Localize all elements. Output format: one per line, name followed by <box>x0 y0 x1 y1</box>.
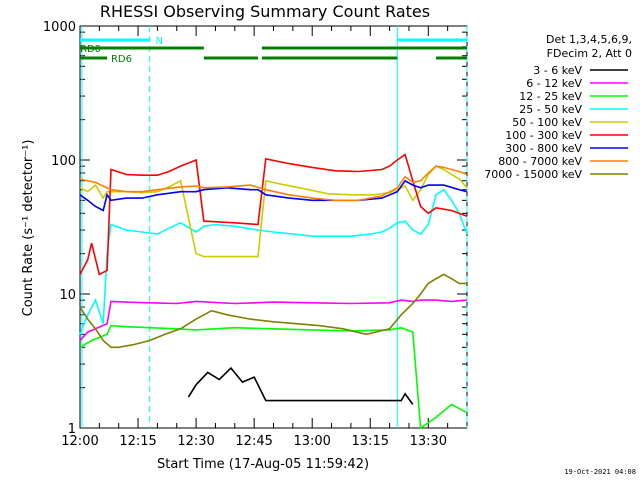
series-line <box>79 188 468 335</box>
legend-label: 3 - 6 keV <box>533 64 582 77</box>
legend-label: 800 - 7000 keV <box>498 155 582 168</box>
generated-timestamp: 19-Oct-2021 04:08 <box>564 468 636 476</box>
y-tick-label: 1000 <box>43 20 76 35</box>
y-axis-label: Count Rate (s⁻¹ detector⁻¹) <box>21 140 36 317</box>
series-line <box>79 165 468 202</box>
series-line <box>79 165 468 258</box>
plot-area: 1 10 100 1000 12:00 12:15 12:30 12:45 13:00 13:15… <box>43 20 468 449</box>
legend-label: 300 - 800 keV <box>505 142 582 155</box>
chart-title: RHESSI Observing Summary Count Rates <box>100 2 430 21</box>
x-axis-label: Start Time (17-Aug-05 11:59:42) <box>157 457 369 472</box>
x-tick-label: 13:30 <box>410 434 447 449</box>
y-tick-label: 10 <box>59 288 76 303</box>
legend-header-line: Det 1,3,4,5,6,9, <box>546 33 632 46</box>
legend: Det 1,3,4,5,6,9,FDecim 2, Att 0 3 - 6 keV… <box>484 33 632 181</box>
series-line <box>79 153 468 276</box>
series-line <box>79 179 468 212</box>
x-tick-label: 12:45 <box>235 434 272 449</box>
series-line <box>79 324 468 430</box>
legend-label: 25 - 50 keV <box>519 103 582 116</box>
series-line <box>79 273 467 349</box>
x-tick-label: 13:00 <box>293 434 330 449</box>
legend-label: 100 - 300 keV <box>505 129 582 142</box>
legend-label: 50 - 100 keV <box>512 116 582 129</box>
x-tick-label: 13:15 <box>352 434 389 449</box>
series-line <box>187 366 414 405</box>
x-tick-label: 12:30 <box>177 434 214 449</box>
legend-header-line: FDecim 2, Att 0 <box>547 47 632 60</box>
flag-label: RD6 <box>111 54 132 65</box>
flag-label: RD0 <box>80 44 101 55</box>
legend-label: 12 - 25 keV <box>519 90 582 103</box>
series-line <box>79 299 468 342</box>
y-tick-label: 1 <box>68 422 76 437</box>
legend-label: 7000 - 15000 keV <box>484 168 582 181</box>
x-tick-label: 12:00 <box>61 434 98 449</box>
y-tick-label: 100 <box>51 154 76 169</box>
legend-label: 6 - 12 keV <box>526 77 582 90</box>
plot-frame <box>79 25 468 429</box>
x-tick-label: 12:15 <box>119 434 156 449</box>
flag-label: N <box>155 36 162 47</box>
